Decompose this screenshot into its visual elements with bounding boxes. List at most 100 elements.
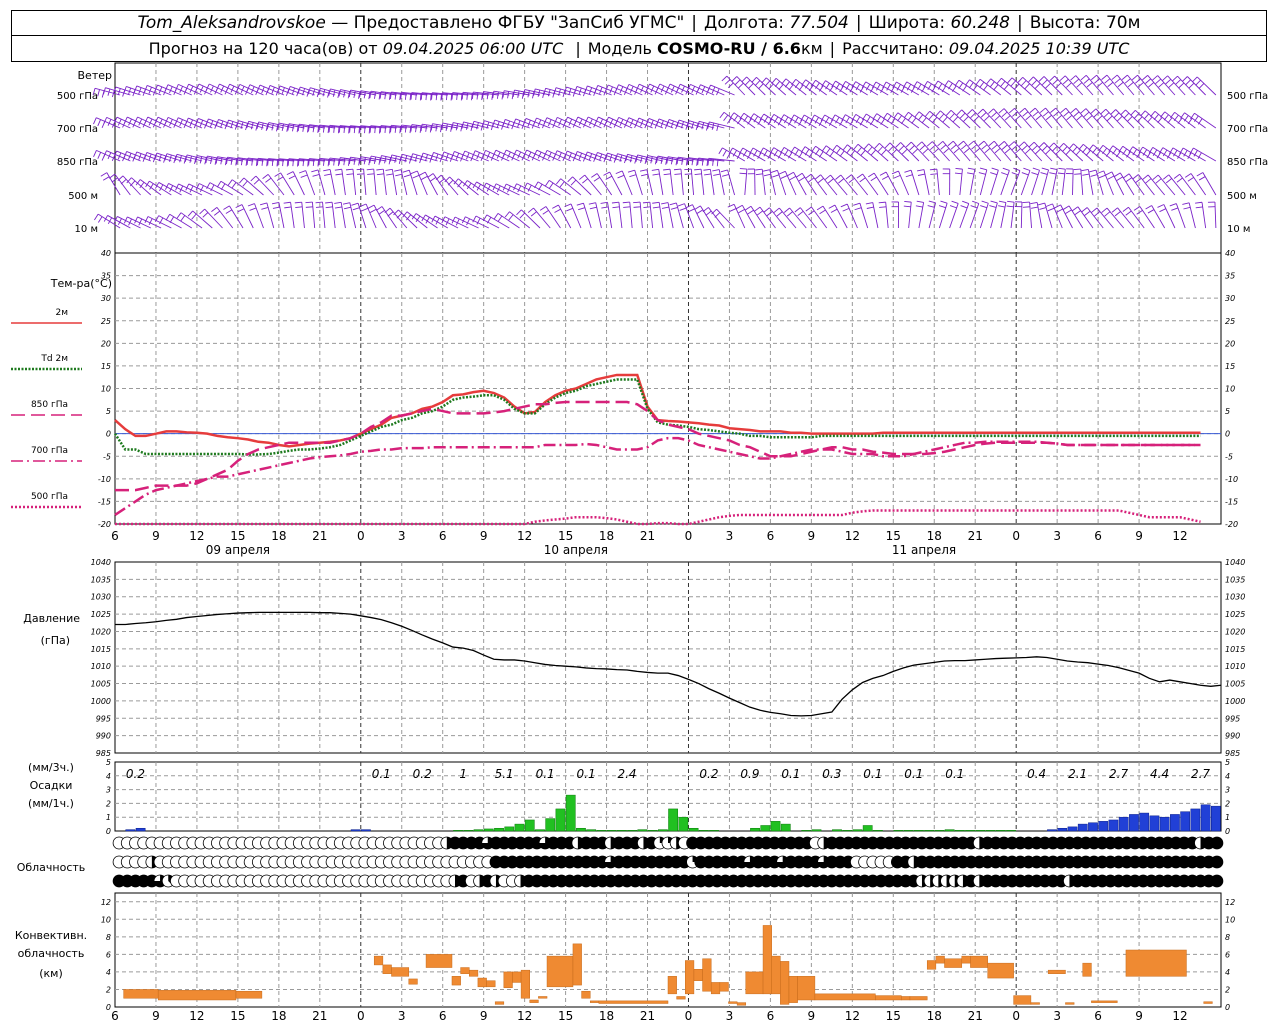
wind-barb-feather [199,85,204,93]
temp-series-4 [115,509,1201,526]
wind-barb-feather [388,157,392,165]
wind-barb-feather [476,122,479,130]
wind-barb-feather [144,152,148,160]
wind-barb-shaft [560,178,582,196]
wind-barb-feather [1187,176,1194,182]
conv-box [728,1001,738,1004]
wind-barb-shaft [1041,169,1049,196]
wind-barb-feather [679,207,687,211]
wind-barb-feather [570,179,577,186]
wind-barb-feather [1031,145,1038,151]
wind-barb-shaft [618,116,643,129]
rain-bar [873,830,883,832]
wind-barb-feather [240,121,244,129]
wind-barb-shaft [834,114,858,129]
wind-barb-shaft [514,89,541,96]
wind-barb-feather [523,118,527,126]
wind-barb-shaft [1053,142,1073,162]
wind-barb-feather [582,178,589,184]
wind-barb-shaft [341,169,346,196]
wind-barb-feather [1041,167,1049,171]
wind-barb-shaft [700,169,705,196]
lon-label: Долгота: [704,13,784,33]
wind-barb-feather [415,125,417,133]
wind-barb-shaft [360,90,387,96]
wind-barb-feather [835,83,840,90]
wind-barb-feather [829,150,835,158]
wind-barb-feather [250,122,254,130]
wind-barb-shaft [567,150,592,162]
wind-barb-feather [870,176,877,182]
wind-barbs-row-0 [92,74,1217,101]
wind-barb-shaft [466,180,490,196]
conv-box [529,999,539,1003]
conv-box [512,971,522,983]
wind-barb-shaft [765,77,787,96]
wind-barb-feather [395,173,403,177]
wind-barb-feather [914,111,920,118]
conv-axis-xtick-label: 6 [767,1009,775,1023]
wind-barb-feather [654,157,658,165]
conv-panel-frame [114,892,1222,1008]
wind-barb-shaft [577,151,602,162]
wind-barb-feather [670,157,674,165]
conv-axis-xtick-label: 18 [927,1009,942,1023]
wind-barb-feather [767,118,773,126]
wind-barb-feather [954,79,960,87]
wind-barb-feather [930,173,938,175]
wind-barbs-row-4 [94,200,1217,229]
wind-barb-feather [255,123,259,131]
precip-3h-label: 0.4 [1027,767,1046,781]
temp-panel-ylabel-left: 20 [101,339,111,348]
temp-axis-xtick-label: 12 [845,529,860,543]
wind-barb-feather [451,216,456,224]
wind-barb-feather [367,173,375,175]
wind-barb-feather [981,200,989,204]
wind-barb-feather [1014,148,1021,154]
wind-barb-feather [926,141,933,147]
conv-axis-xtick-label: 18 [599,1009,614,1023]
wind-barb-feather [605,84,609,92]
wind-barb-feather [633,206,641,208]
wind-barb-feather [318,124,321,133]
wind-barb-feather [845,83,850,91]
conv-box [1047,969,1066,974]
wind-barb-feather [1122,148,1128,155]
wind-barb-feather [517,185,522,193]
wind-barb-feather [384,92,387,100]
wind-barb-shaft [391,169,398,196]
wind-barb-feather [888,145,894,152]
wind-barb-feather [187,210,194,217]
wind-barb-feather [297,86,301,94]
legend-label: 700 гПа [31,446,68,456]
wind-barb-feather [846,147,852,154]
wind-barb-feather [938,113,945,120]
wind-barb-feather [292,159,294,167]
rain-bar [811,829,822,832]
wind-barb-feather [496,91,499,99]
conv-axis-xtick-label: 0 [1012,1009,1020,1023]
wind-barb-feather [502,183,507,191]
wind-barb-feather [1123,173,1130,179]
wind-barb-feather [951,200,959,204]
wind-barb-feather [216,181,222,188]
conv-panel-ylabel-right: 12 [1225,898,1235,907]
wind-barb-shaft [391,91,418,96]
wind-barb-feather [978,172,986,175]
snow-bar [361,829,371,832]
wind-barb-feather [891,170,899,175]
wind-barb-feather [394,155,397,163]
wind-barb-feather [851,81,857,88]
wind-barb-shaft [621,170,633,196]
wind-barb-feather [1197,152,1202,159]
snow-bar [1118,816,1129,832]
wind-barb-feather [343,206,351,210]
wind-barb-shaft [1034,107,1053,129]
wind-barb-feather [811,145,816,153]
conv-box [520,969,530,999]
wind-barb-feather [972,84,978,92]
wind-barb-feather [949,205,957,209]
wind-barb-feather [174,117,179,125]
snow-bar [1180,811,1191,832]
wind-barb-feather [327,90,330,98]
